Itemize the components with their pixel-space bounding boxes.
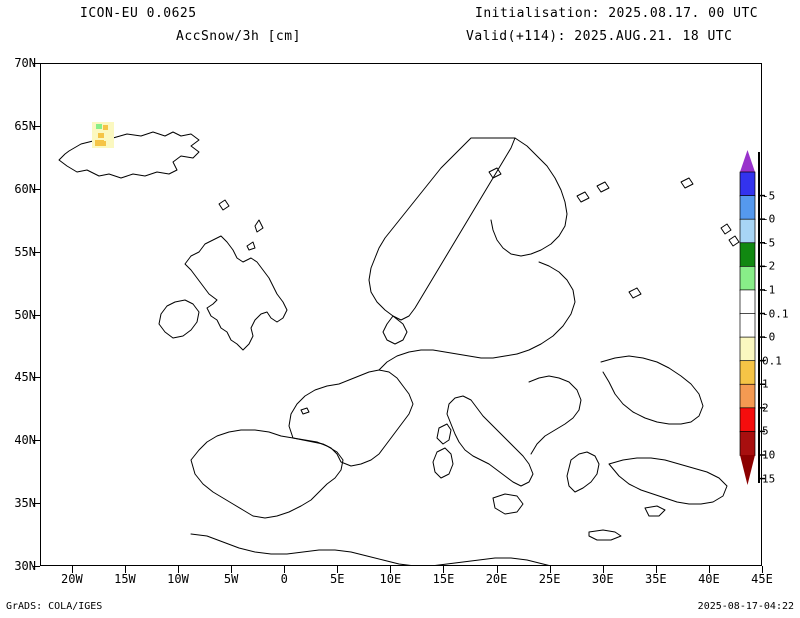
colorbar-band — [739, 360, 756, 386]
header-model: ICON-EU 0.0625 — [80, 6, 197, 21]
colorbar-extend-top — [740, 150, 755, 172]
colorbar-band — [739, 218, 756, 244]
lon-tick-label-30E: 30E — [591, 572, 614, 586]
lat-tick-mark — [33, 251, 40, 253]
colorbar-band — [739, 407, 756, 433]
lon-tick-label-20W: 20W — [61, 572, 83, 586]
colorbar-label--5: -5 — [762, 189, 776, 203]
header-initialisation: Initialisation: 2025.08.17. 00 UTC — [475, 6, 759, 21]
lon-tick-mark — [602, 566, 604, 573]
colorbar-band — [739, 431, 756, 456]
lon-tick-label-5W: 5W — [223, 572, 239, 586]
colorbar-label-2: 2 — [762, 401, 769, 415]
lon-tick-label-5E: 5E — [330, 572, 345, 586]
lat-tick-label-55N: 55N — [14, 244, 36, 259]
lat-tick-mark — [33, 440, 40, 442]
colorbar-label-5: 5 — [762, 424, 769, 438]
lon-tick-mark — [231, 566, 233, 573]
lon-tick-mark — [443, 566, 445, 573]
colorbar-label-10: 10 — [762, 448, 776, 462]
lon-tick-mark — [337, 566, 339, 573]
lat-tick-label-60N: 60N — [14, 181, 36, 196]
lon-tick-mark — [655, 566, 657, 573]
lat-tick-label-70N: 70N — [14, 56, 36, 70]
colorbar[interactable]: -5 -0 -5 -2 -1 -0.1 -0 0.1 1 2 5 10 15 — [738, 150, 800, 485]
lat-tick-mark — [33, 314, 40, 316]
colorbar-label--5: -5 — [762, 236, 776, 250]
footer-attribution: GrADS: COLA/IGES — [6, 601, 103, 612]
lon-tick-label-10E: 10E — [379, 572, 402, 586]
footer-timestamp: 2025-08-17-04:22 — [697, 601, 794, 612]
lat-tick-label-35N: 35N — [14, 496, 36, 511]
lat-tick-mark — [33, 566, 40, 567]
lon-tick-mark — [124, 566, 126, 573]
colorbar-swatches — [739, 150, 765, 485]
colorbar-label-15: 15 — [762, 472, 776, 486]
lon-tick-label-40E: 40E — [698, 572, 720, 586]
colorbar-label--1: -1 — [762, 283, 776, 297]
colorbar-label--2: -2 — [762, 259, 776, 273]
lon-tick-label-20E: 20E — [485, 572, 508, 586]
lat-tick-label-50N: 50N — [14, 307, 36, 322]
colorbar-label-0.1: 0.1 — [762, 354, 782, 368]
colorbar-band — [739, 242, 756, 268]
colorbar-label--0: -0 — [762, 330, 776, 344]
europe-coastline-map — [58, 122, 740, 565]
lat-tick-label-30N: 30N — [14, 559, 36, 573]
colorbar-label--0.1: -0.1 — [762, 307, 789, 320]
colorbar-label--0: -0 — [762, 212, 776, 226]
lon-tick-mark — [496, 566, 498, 573]
colorbar-band — [739, 313, 756, 338]
snow-patch-iceland — [92, 122, 114, 148]
lat-tick-label-45N: 45N — [14, 370, 36, 385]
lat-tick-mark — [33, 188, 40, 190]
lat-tick-label-40N: 40N — [14, 433, 36, 448]
lon-tick-mark — [284, 566, 286, 573]
lon-tick-mark — [708, 566, 710, 573]
header-field: AccSnow/3h [cm] — [176, 29, 301, 44]
lon-tick-label-15E: 15E — [432, 572, 455, 586]
colorbar-band — [739, 265, 756, 291]
lon-tick-mark — [178, 566, 180, 573]
colorbar-band — [739, 336, 756, 362]
lat-tick-mark — [33, 63, 40, 64]
colorbar-band — [739, 383, 756, 409]
colorbar-extend-bottom — [740, 455, 755, 485]
lat-tick-mark — [33, 377, 40, 379]
lon-tick-label-35E: 35E — [644, 572, 667, 586]
lat-tick-label-65N: 65N — [14, 118, 36, 133]
lat-tick-mark — [33, 125, 40, 127]
colorbar-label-1: 1 — [762, 377, 769, 391]
lon-tick-mark — [549, 566, 551, 573]
colorbar-band — [739, 289, 756, 315]
lon-tick-label-45E: 45E — [751, 572, 773, 586]
lon-tick-mark — [390, 566, 392, 573]
lon-tick-label-15W: 15W — [114, 572, 136, 586]
colorbar-band — [739, 171, 756, 197]
header-valid-time: Valid(+114): 2025.AUG.21. 18 UTC — [466, 29, 733, 44]
lon-tick-mark — [71, 566, 73, 573]
lon-tick-mark — [762, 566, 763, 573]
colorbar-band — [739, 195, 756, 221]
map-plot-area[interactable] — [40, 63, 762, 566]
lat-tick-mark — [33, 503, 40, 505]
lon-tick-label-0: 0 — [280, 572, 288, 586]
lon-tick-label-10W: 10W — [167, 572, 189, 586]
lon-tick-label-25E: 25E — [538, 572, 561, 586]
